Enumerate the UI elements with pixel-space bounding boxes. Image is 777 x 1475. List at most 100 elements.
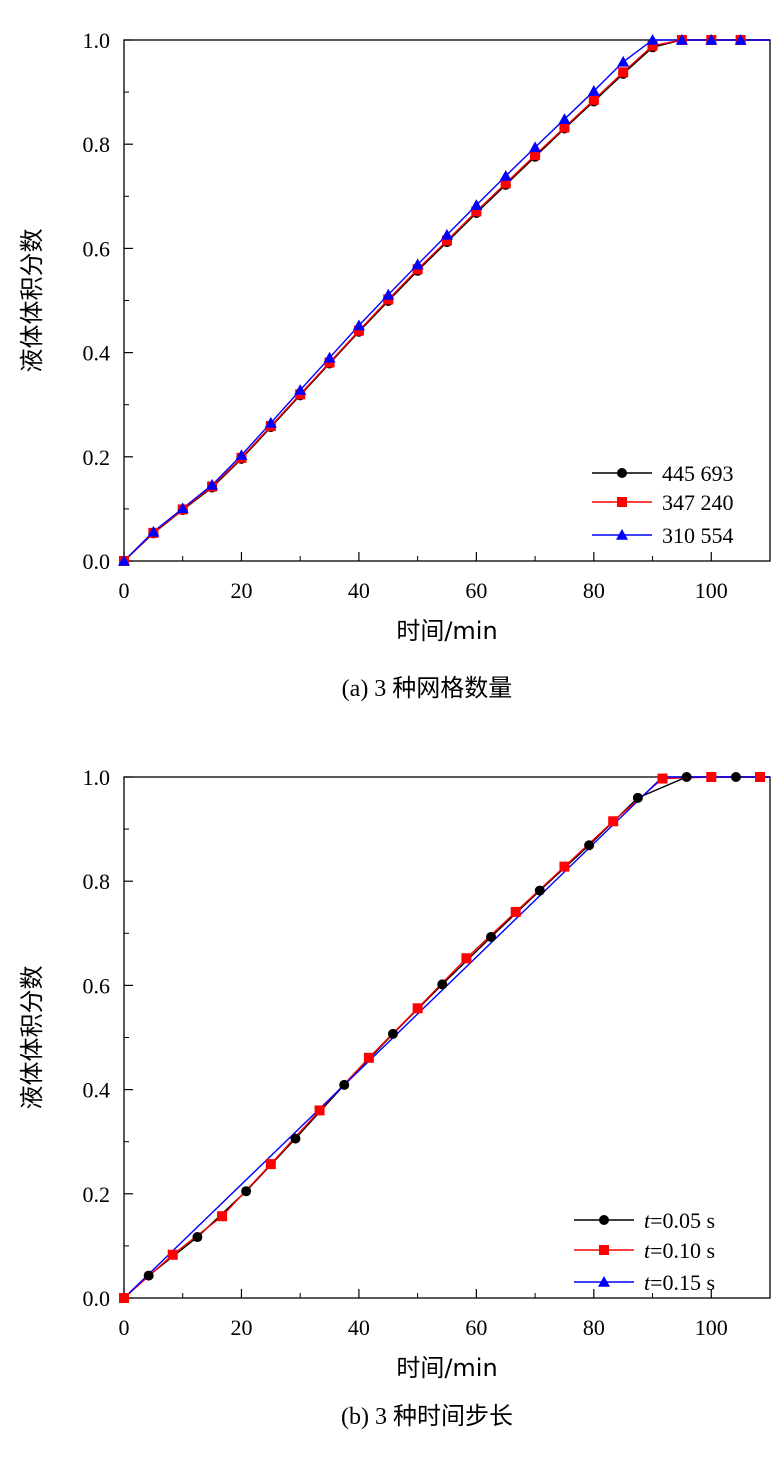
chart-b-series-0-point [584,840,595,851]
chart-a-series-2-point [411,258,424,270]
chart-a-series-2-point [235,449,248,461]
chart-a-series-2-point [118,555,130,566]
chart-a-series-1-point [647,40,658,51]
chart-a-legend-label: 310 554 [662,523,734,548]
chart-b-x-tick-label: 80 [583,1315,605,1340]
chart-a-x-tick-label: 0 [119,578,130,603]
chart-a-series-2-point [147,525,160,537]
chart-b-x-tick-label: 100 [695,1315,728,1340]
chart-b-y-tick-label: 0.6 [83,973,111,998]
chart-b-legend-label: t=0.10 s [644,1238,715,1263]
chart-a-series-2-point [499,169,512,181]
chart-a-series-2-point [470,199,483,210]
chart-a-series-2-point [382,288,395,300]
chart-a-x-tick-label: 100 [695,578,728,603]
chart-a-x-tick-label: 40 [348,578,370,603]
chart-b-x-tick-label: 20 [230,1315,252,1340]
chart-b-series-1-point [608,816,619,827]
chart-a-series-2-point [176,502,189,514]
chart-b-y-tick-label: 0.0 [83,1286,111,1311]
chart-a-series-2-point [617,55,630,67]
chart-a-y-tick-label: 0.4 [83,341,111,366]
chart-a-y-tick-label: 0.8 [83,132,111,157]
chart-a: 0.0 0.2 0.4 0.6 0.8 1.0 0 20 40 60 80 100 时间/min 液体体积… [18,28,771,702]
chart-a-x-tick-label: 80 [583,578,605,603]
chart-a-series-2-point [734,34,747,45]
chart-a-series-2-point [646,34,659,45]
chart-a-series-1-point [559,122,570,133]
chart-a-caption: (a) 3 种网格数量 [342,675,513,702]
chart-a-series-1-point [353,325,364,336]
chart-a-series-1-point [442,235,452,246]
chart-a-legend-marker [617,468,627,478]
chart-b-series-0-point [534,885,545,896]
chart-b-series-0-point [339,1079,350,1090]
chart-a-legend-marker [616,529,628,540]
chart-b-series-0-point [290,1133,301,1144]
chart-b-y-tick-label: 0.4 [83,1078,111,1103]
chart-b-x-tick-label: 60 [465,1315,487,1340]
chart-b-series-0-point [681,772,692,782]
chart-a-series-1-point [618,67,629,78]
chart-b-x-tick-label: 40 [348,1315,370,1340]
chart-b-legend-marker [599,1245,609,1255]
chart-a-series-2-point [675,34,688,45]
chart-a-series-2-point [587,85,600,96]
chart-b-y-tick-label: 1.0 [83,765,111,790]
chart-a-y-tick-label: 0.0 [83,549,111,574]
chart-a-series-2-point [441,228,453,240]
chart-b-series-0-point [143,1270,154,1281]
chart-b-series-1-point [265,1159,276,1170]
chart-b-series-0-point [241,1186,252,1197]
chart-b-series-1-point [706,772,717,782]
chart-b-y-tick-label: 0.2 [83,1182,111,1207]
chart-a-legend-label: 445 693 [662,461,734,486]
chart-a-x-tick-label: 20 [230,578,252,603]
chart-b-series-1-point [363,1052,374,1063]
chart-b-series-0-point [730,772,741,782]
chart-b-series-0-point [437,979,448,990]
chart-a-series-2-point [294,384,307,395]
chart-a-series-2-point [558,113,571,124]
chart-b-legend-label: t=0.05 s [644,1208,715,1233]
chart-b-series-1-point [412,1003,423,1014]
chart-b-series-0-point [387,1028,398,1039]
chart-b-legend-marker [599,1215,609,1225]
chart-a-y-axis-label: 液体体积分数 [18,229,46,373]
chart-b-y-axis-label: 液体体积分数 [18,966,46,1110]
chart-a-series-1-point [530,150,541,161]
chart-a-y-tick-label: 0.2 [83,445,111,470]
chart-a-series-1-point [588,94,599,105]
chart-b-y-tick-label: 0.8 [83,869,111,894]
chart-b-series-1-point [217,1211,228,1222]
chart-b-series-0-point [486,931,497,942]
chart-a-series-2-point [529,141,542,153]
chart-b-series-1-point [461,953,472,964]
chart-a-legend-marker [617,497,627,507]
chart-b-series-1-point [119,1293,129,1303]
chart-a-series-2-point [352,319,365,331]
chart-a-legend-label: 347 240 [662,490,734,515]
chart-b-series-1-point [167,1249,178,1260]
chart-a-y-tick-label: 0.6 [83,236,111,261]
chart-a-series-1-point [471,206,482,217]
chart-a-series-2-point [705,34,718,45]
chart-b-series-0-point [192,1232,203,1243]
chart-b-series-1-point [559,861,570,872]
chart-a-y-tick-label: 1.0 [83,28,111,53]
chart-b-legend-marker [598,1276,610,1287]
chart-b-legend-label: t=0.15 s [644,1270,715,1295]
chart-a-x-tick-label: 60 [465,578,487,603]
chart-b-caption: (b) 3 种时间步长 [341,1403,513,1430]
chart-b-series-1-point [657,773,668,784]
chart-a-series-2-point [264,416,277,428]
chart-a-series-1-point [500,178,511,189]
chart-a-series-2-point [206,478,219,490]
chart-b-series-1-point [314,1105,325,1116]
chart-a-x-axis-label: 时间/min [396,617,497,645]
chart-b-x-tick-label: 0 [119,1315,130,1340]
chart-b-series-0-point [632,792,643,803]
chart-b-series-1-point [755,772,766,782]
chart-b-x-axis-label: 时间/min [396,1354,497,1382]
